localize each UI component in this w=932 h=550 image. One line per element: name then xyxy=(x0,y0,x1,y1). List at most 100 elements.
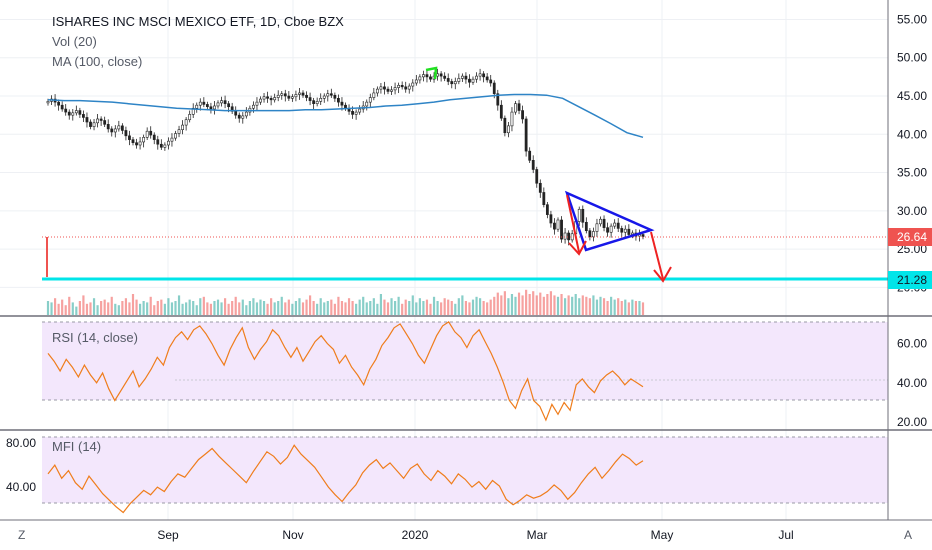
arrow-1-shaft xyxy=(566,194,580,253)
green-check-drawing[interactable] xyxy=(425,66,438,80)
support-price-tag-text: 21.28 xyxy=(897,273,927,287)
volume-bar xyxy=(351,301,354,315)
candle-body xyxy=(177,129,181,134)
volume-bar xyxy=(149,296,152,315)
price-tick-label: 40.00 xyxy=(897,127,927,141)
candle-body xyxy=(142,137,146,143)
volume-bar xyxy=(277,301,280,315)
volume-bar xyxy=(372,298,375,315)
price-tick-label: 55.00 xyxy=(897,12,927,26)
candle-body xyxy=(535,169,539,184)
candle-body xyxy=(560,219,563,240)
volume-bar xyxy=(390,298,393,315)
volume-bar xyxy=(617,298,620,315)
candle-body xyxy=(202,101,206,105)
last-price-tag xyxy=(888,228,932,246)
candle-body xyxy=(234,111,238,116)
candle-body xyxy=(57,101,61,106)
candle-body xyxy=(577,208,581,222)
volume-bar xyxy=(408,301,411,315)
candle-body xyxy=(71,112,75,116)
price-tick-label: 35.00 xyxy=(897,166,927,180)
ma-legend[interactable]: MA (100, close) xyxy=(52,54,142,69)
volume-bar xyxy=(386,302,390,315)
volume-bar xyxy=(131,294,135,315)
volume-bar xyxy=(507,298,510,315)
candle-body xyxy=(439,73,443,77)
candle-body xyxy=(110,128,114,133)
volume-bar xyxy=(365,302,368,315)
symmetrical-triangle-drawing[interactable] xyxy=(564,190,655,252)
volume-bar xyxy=(344,302,347,315)
candle-body xyxy=(492,82,496,95)
volume-bar xyxy=(181,303,184,315)
candle-body xyxy=(89,121,92,127)
volume-bar xyxy=(588,298,591,315)
candle-body xyxy=(623,228,627,233)
down-arrow-drawings[interactable] xyxy=(566,194,672,283)
mfi-legend[interactable]: MFI (14) xyxy=(52,439,101,454)
volume-bar xyxy=(539,292,542,315)
volume-bar xyxy=(450,301,453,315)
rsi-axis[interactable]: 60.00 40.00 20.00 xyxy=(897,337,927,430)
volume-bar xyxy=(330,299,333,315)
volume-bar xyxy=(532,291,535,315)
volume-bar xyxy=(620,301,623,315)
candle-body xyxy=(425,74,429,78)
volume-bar xyxy=(319,298,322,315)
volume-bar xyxy=(117,305,120,315)
volume-legend[interactable]: Vol (20) xyxy=(52,34,97,49)
volume-bar xyxy=(234,296,237,315)
log-scale-toggle-button[interactable]: Z xyxy=(18,528,25,542)
volume-bar xyxy=(298,298,301,315)
candle-body xyxy=(259,98,262,103)
candle-body xyxy=(613,222,617,227)
time-axis[interactable]: Sep Nov 2020 Mar May Jul xyxy=(157,528,793,542)
candle-body xyxy=(400,84,404,88)
volume-bar xyxy=(610,296,613,315)
candle-body xyxy=(606,227,609,233)
candle-body xyxy=(106,124,110,130)
volume-bar xyxy=(75,306,78,315)
candle-body xyxy=(464,75,468,80)
chart-title[interactable]: ISHARES INC MSCI MEXICO ETF, 1D, Cboe BZ… xyxy=(52,14,344,29)
volume-bar xyxy=(486,302,489,315)
volume-bar xyxy=(103,299,106,315)
arrow-2-shaft xyxy=(650,231,664,280)
auto-scale-toggle-button[interactable]: A xyxy=(904,528,912,542)
mfi-axis[interactable]: 80.00 40.00 xyxy=(6,436,36,494)
volume-bar xyxy=(50,302,53,315)
volume-bar xyxy=(96,305,99,315)
candle-body xyxy=(475,75,478,80)
time-tick-label: May xyxy=(651,528,674,542)
volume-bar xyxy=(294,301,298,315)
volume-bar xyxy=(68,296,71,315)
candle-body xyxy=(460,75,464,79)
volume-bar xyxy=(188,299,191,315)
candle-body xyxy=(220,100,223,104)
candle-body xyxy=(478,73,482,77)
volume-bar xyxy=(528,294,531,315)
candle-body xyxy=(167,140,170,146)
volume-bar xyxy=(61,299,64,315)
volume-bar xyxy=(553,295,556,315)
candle-body xyxy=(319,98,323,102)
candle-body xyxy=(641,234,645,237)
volume-bar xyxy=(475,296,478,315)
candle-body xyxy=(273,97,277,101)
candle-body xyxy=(485,76,489,81)
volume-bar xyxy=(535,295,538,315)
volume-bar xyxy=(592,295,595,315)
candle-body xyxy=(599,218,602,225)
candle-body xyxy=(241,115,245,119)
rsi-legend[interactable]: RSI (14, close) xyxy=(52,330,138,345)
candle-body xyxy=(329,93,333,96)
candle-body xyxy=(46,101,50,104)
volume-bar xyxy=(301,302,305,315)
volume-bar xyxy=(340,301,344,315)
candle-body xyxy=(517,103,521,111)
candle-body xyxy=(145,130,149,138)
candle-body xyxy=(436,73,439,77)
